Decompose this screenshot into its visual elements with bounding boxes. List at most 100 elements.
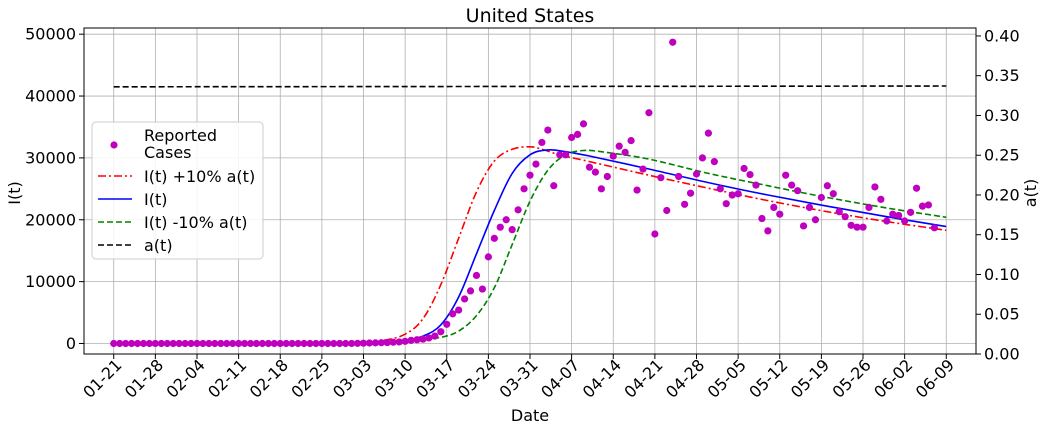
y2-tick-label: 0.15	[984, 225, 1020, 244]
data-point	[811, 216, 820, 224]
data-point	[258, 339, 266, 348]
y2-tick-label: 0.00	[984, 345, 1020, 364]
data-point	[805, 203, 814, 211]
x-tick-label: 01-21	[79, 355, 125, 401]
data-point	[585, 163, 594, 171]
x-tick-label: 03-24	[454, 355, 500, 401]
data-point	[324, 339, 332, 348]
data-point	[710, 158, 718, 166]
data-point	[853, 223, 861, 231]
data-point	[127, 339, 136, 348]
data-point	[282, 339, 290, 348]
data-point	[431, 332, 439, 340]
data-point	[205, 339, 213, 348]
data-point	[110, 339, 118, 348]
data-point	[573, 130, 582, 138]
data-point	[496, 223, 504, 231]
data-point	[538, 138, 546, 147]
data-point	[883, 217, 891, 225]
y-tick-label: 10000	[25, 272, 76, 291]
data-point	[401, 337, 409, 345]
data-point	[568, 133, 576, 142]
data-point	[704, 129, 713, 137]
data-point	[151, 339, 159, 348]
data-point	[312, 339, 320, 348]
data-point	[746, 171, 754, 179]
data-point	[133, 339, 142, 348]
data-point	[116, 339, 124, 348]
data-point	[764, 227, 772, 235]
data-point	[859, 223, 867, 231]
data-point	[633, 186, 641, 194]
data-point	[169, 339, 177, 348]
data-point	[562, 151, 570, 159]
data-point	[187, 339, 195, 348]
data-point	[264, 339, 272, 348]
data-point	[443, 320, 451, 328]
data-point	[145, 339, 154, 348]
x-tick-label: 04-28	[662, 355, 708, 401]
data-point	[692, 170, 701, 178]
data-point	[181, 339, 189, 348]
data-point	[490, 234, 498, 242]
data-point	[157, 339, 165, 348]
data-point	[252, 339, 261, 348]
data-point	[734, 190, 742, 198]
data-point	[770, 203, 778, 211]
series-layer	[110, 38, 947, 348]
data-point	[342, 339, 350, 348]
data-point	[413, 336, 421, 344]
data-point	[211, 339, 219, 348]
data-point	[817, 193, 825, 202]
legend-label: I(t) -10% a(t)	[144, 213, 248, 232]
data-point	[865, 203, 873, 211]
legend-label: I(t) +10% a(t)	[144, 167, 255, 186]
data-point	[425, 334, 433, 342]
data-point	[336, 339, 344, 348]
data-point	[330, 339, 338, 348]
data-point	[229, 339, 237, 348]
data-point	[235, 339, 243, 348]
y-tick-label: 50000	[25, 25, 76, 44]
data-point	[597, 185, 605, 193]
data-point	[621, 148, 629, 156]
x-tick-label: 02-11	[204, 355, 250, 401]
x-tick-label: 04-14	[579, 355, 625, 401]
y2-tick-label: 0.30	[984, 106, 1020, 125]
data-point	[906, 208, 915, 216]
data-point	[716, 185, 724, 193]
data-point	[300, 339, 308, 348]
legend-label: Reported	[144, 126, 217, 145]
x-tick-label: 02-04	[162, 355, 208, 401]
data-point	[550, 182, 558, 190]
data-point	[520, 185, 528, 193]
data-point	[395, 338, 403, 346]
y2-tick-label: 0.20	[984, 185, 1020, 204]
data-point	[669, 38, 677, 46]
data-point	[556, 151, 564, 159]
data-point	[294, 339, 302, 348]
data-point	[603, 172, 611, 181]
data-point	[794, 187, 802, 195]
data-point	[627, 136, 635, 145]
data-point	[270, 339, 278, 348]
data-point	[663, 206, 671, 215]
data-point	[841, 213, 849, 221]
data-point	[912, 184, 921, 192]
data-point	[139, 339, 148, 348]
data-point	[276, 339, 284, 348]
data-point	[371, 339, 379, 347]
data-point	[514, 206, 522, 214]
y-tick-label: 30000	[25, 148, 76, 167]
data-point	[681, 200, 689, 208]
data-point	[223, 339, 231, 348]
y-axis-label: I(t)	[5, 181, 24, 204]
x-tick-label: 04-07	[537, 355, 583, 401]
data-point	[823, 182, 831, 190]
x-tick-label: 04-21	[620, 355, 666, 401]
data-point	[877, 195, 885, 203]
data-point	[193, 339, 201, 348]
data-point	[829, 190, 837, 198]
x-tick-label: 02-18	[246, 355, 292, 401]
